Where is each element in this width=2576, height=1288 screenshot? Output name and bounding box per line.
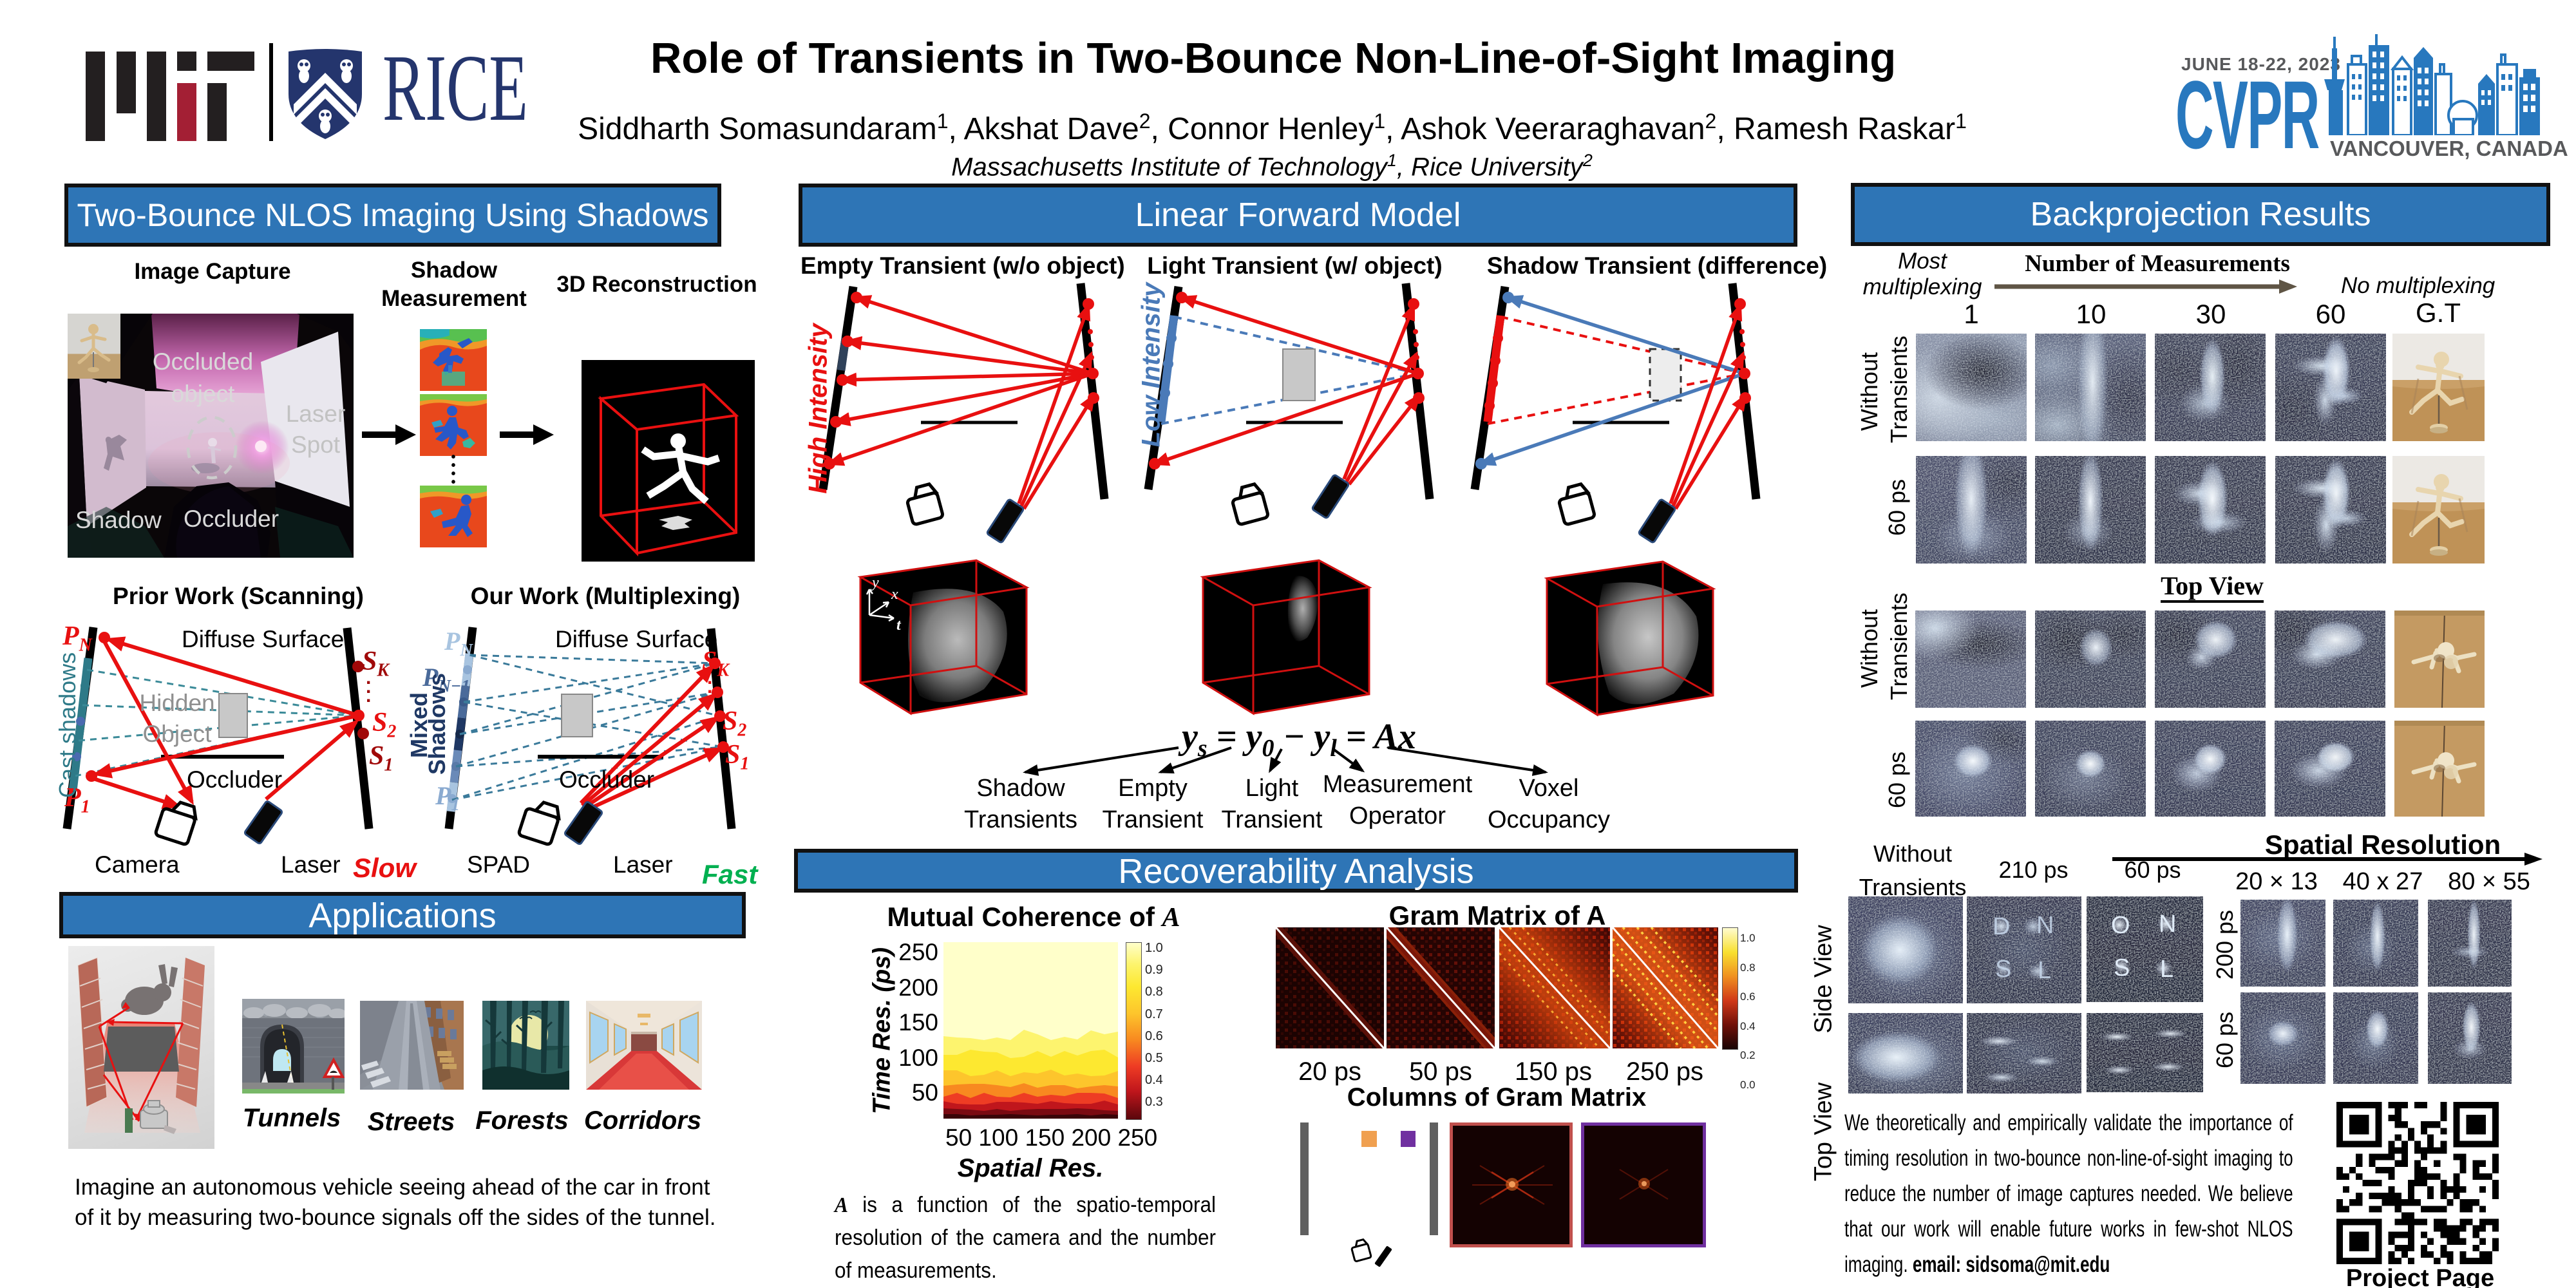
svg-text:t: t bbox=[896, 617, 902, 634]
svg-text:y: y bbox=[871, 574, 879, 591]
svg-text:x: x bbox=[891, 586, 898, 603]
